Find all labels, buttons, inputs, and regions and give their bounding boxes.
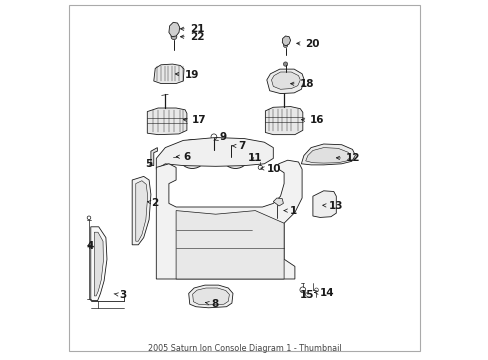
Polygon shape (151, 148, 157, 166)
Text: 20: 20 (296, 39, 319, 49)
Text: 2: 2 (147, 198, 159, 208)
Text: 1: 1 (284, 206, 297, 216)
Circle shape (319, 200, 328, 209)
Text: 10: 10 (260, 164, 281, 174)
Circle shape (221, 140, 249, 168)
Polygon shape (153, 64, 183, 84)
Text: 4: 4 (86, 241, 93, 251)
Text: 18: 18 (290, 79, 313, 89)
Circle shape (226, 145, 244, 163)
Circle shape (316, 197, 332, 212)
Polygon shape (192, 288, 229, 305)
Text: 21: 21 (180, 24, 204, 34)
Polygon shape (147, 108, 186, 135)
Polygon shape (282, 36, 290, 46)
Text: 2005 Saturn Ion Console Diagram 1 - Thumbnail: 2005 Saturn Ion Console Diagram 1 - Thum… (147, 344, 341, 353)
Text: 5: 5 (145, 159, 152, 169)
Polygon shape (273, 198, 283, 206)
Text: 22: 22 (180, 32, 204, 42)
Circle shape (283, 43, 287, 48)
Polygon shape (188, 285, 232, 308)
Text: 12: 12 (336, 153, 360, 163)
Polygon shape (91, 227, 107, 301)
Text: 6: 6 (176, 152, 190, 162)
Text: 17: 17 (183, 115, 206, 125)
Text: 15: 15 (300, 290, 314, 300)
Circle shape (183, 145, 201, 163)
Text: 7: 7 (232, 141, 245, 151)
Polygon shape (305, 148, 349, 163)
Polygon shape (132, 176, 151, 245)
Polygon shape (176, 211, 284, 279)
Polygon shape (156, 160, 302, 279)
Polygon shape (156, 138, 273, 169)
Polygon shape (265, 107, 302, 135)
Polygon shape (312, 191, 336, 217)
Text: 11: 11 (247, 153, 262, 163)
Polygon shape (168, 22, 179, 37)
Circle shape (283, 62, 287, 66)
Polygon shape (94, 232, 103, 296)
Text: 19: 19 (175, 69, 198, 80)
Circle shape (171, 34, 177, 40)
Polygon shape (271, 72, 300, 89)
Text: 13: 13 (322, 201, 343, 211)
Text: 14: 14 (314, 288, 334, 298)
Text: 3: 3 (114, 290, 126, 300)
Circle shape (178, 140, 206, 168)
Polygon shape (136, 181, 147, 241)
Polygon shape (301, 144, 355, 165)
Text: 8: 8 (205, 299, 218, 309)
Text: 9: 9 (214, 132, 226, 142)
Text: 16: 16 (301, 115, 324, 125)
Polygon shape (266, 69, 304, 94)
